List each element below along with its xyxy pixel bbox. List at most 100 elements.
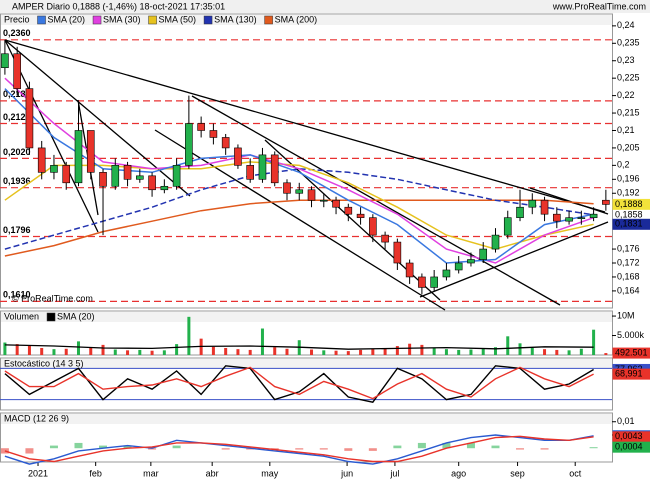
candle-body xyxy=(172,165,181,187)
volume-bar xyxy=(493,347,497,355)
candle-body xyxy=(553,213,561,222)
candle-body xyxy=(295,189,304,194)
candle-body xyxy=(246,165,254,180)
volume-bar xyxy=(187,316,191,355)
volume-bar xyxy=(285,348,289,355)
x-tick-label: 2021 xyxy=(28,468,48,478)
volume-bar xyxy=(150,350,154,355)
last-value-label-box xyxy=(612,368,650,380)
last-value-label: 0,0004 xyxy=(615,442,643,452)
candle-body xyxy=(221,137,230,149)
candle-body xyxy=(393,241,402,264)
volume-bar xyxy=(457,349,461,355)
volume-bar xyxy=(175,344,179,355)
volume-bar xyxy=(383,348,387,355)
x-tick-label: ago xyxy=(451,468,466,478)
macd-histogram xyxy=(74,442,83,449)
candle-body xyxy=(589,213,598,218)
watermark: © ProRealTime.com xyxy=(12,293,93,303)
candle-body xyxy=(332,199,340,208)
legend-label: SMA (20) xyxy=(57,311,95,321)
candle-body xyxy=(442,269,451,278)
candle-body xyxy=(540,199,549,215)
volume-bar xyxy=(76,341,80,355)
y-tick-label: 0,172 xyxy=(617,257,640,267)
macd-line xyxy=(4,435,594,463)
candle-body xyxy=(528,199,537,208)
volume-bar xyxy=(579,348,583,355)
volume-bar xyxy=(52,349,56,355)
volume-bar xyxy=(322,350,326,355)
legend-label: SMA (200) xyxy=(275,14,318,24)
macd-histogram xyxy=(491,445,500,449)
y-tick-label: 0,164 xyxy=(617,285,640,295)
header-title: AMPER Diario 0,1888 (-1,46%) 18-oct-2021… xyxy=(12,1,225,11)
legend-label: Volumen xyxy=(4,311,39,321)
candle-body xyxy=(454,262,463,271)
candle-body xyxy=(418,276,426,288)
y-tick-label: 0,2 xyxy=(617,160,630,170)
y-tick-label: 0,176 xyxy=(617,243,640,253)
candle-body xyxy=(381,234,389,243)
panel-frame xyxy=(0,13,613,309)
candle-body xyxy=(62,165,71,184)
legend-swatch xyxy=(92,15,102,25)
x-tick-label: mar xyxy=(143,468,159,478)
macd-histogram xyxy=(99,445,108,449)
candle-body xyxy=(503,217,512,236)
x-tick-label: feb xyxy=(89,468,102,478)
candle-body xyxy=(516,206,524,218)
oscillator-line xyxy=(4,366,594,400)
last-value-label: 68,991 xyxy=(615,368,643,378)
level-label: 0,2360 xyxy=(3,28,31,38)
volume-bar xyxy=(162,350,166,355)
candle-body xyxy=(185,123,193,166)
macd-histogram xyxy=(540,448,549,450)
candle-body xyxy=(307,189,316,201)
volume-bar xyxy=(89,347,93,355)
legend-label: MACD (12 26 9) xyxy=(4,413,69,423)
legend-strip xyxy=(1,359,612,369)
volume-bar xyxy=(469,349,473,355)
legend-strip xyxy=(1,312,612,322)
candle-body xyxy=(565,217,573,222)
macd-histogram xyxy=(270,448,279,450)
y-tick-label: 0,168 xyxy=(617,271,640,281)
y-tick-label: 0,225 xyxy=(617,73,640,83)
candle-body xyxy=(430,276,438,288)
macd-histogram xyxy=(172,445,181,449)
legend-strip xyxy=(1,15,612,25)
candle-body xyxy=(479,248,488,260)
last-value-label-box xyxy=(612,218,650,230)
candle-body xyxy=(467,259,475,264)
volume-bar xyxy=(260,328,264,355)
volume-bar xyxy=(444,349,448,355)
macd-histogram xyxy=(0,448,9,454)
candle-body xyxy=(344,206,353,215)
volume-bar xyxy=(395,346,399,355)
volume-bar xyxy=(604,353,608,355)
macd-histogram xyxy=(466,442,475,449)
level-label: 0,2120 xyxy=(3,112,31,122)
volume-bar xyxy=(101,344,105,355)
volume-bar xyxy=(138,349,142,355)
legend-label: SMA (30) xyxy=(103,14,141,24)
y-tick-label: 0,23 xyxy=(617,55,635,65)
candle-body xyxy=(356,213,365,218)
candle-body xyxy=(86,130,95,173)
macd-histogram xyxy=(221,448,230,450)
panel-frame xyxy=(0,357,613,411)
y-tick-label: 0,235 xyxy=(617,38,640,48)
y-tick-label: 0,01 xyxy=(617,416,635,426)
volume-bar xyxy=(310,349,314,355)
volume-bar xyxy=(506,336,510,355)
last-value-label-box xyxy=(612,441,650,453)
legend-strip xyxy=(1,414,612,424)
volume-bar xyxy=(346,351,350,355)
volume-bar xyxy=(211,346,215,355)
macd-histogram xyxy=(25,448,34,454)
volume-bar xyxy=(273,347,277,355)
candle-body xyxy=(160,185,169,191)
candle-body xyxy=(1,53,9,69)
